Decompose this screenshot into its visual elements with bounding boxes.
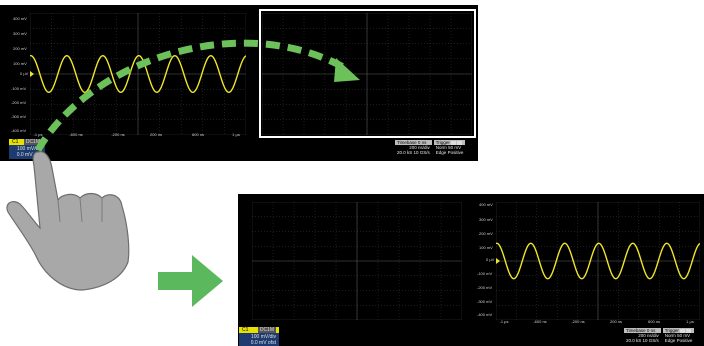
trigger-source-icon (456, 140, 462, 145)
timebase-samples: 20.0 kS (626, 338, 642, 343)
x-label: 600 ns (647, 319, 661, 324)
graticule (262, 13, 472, 135)
timebase-trigger-info: Timebase 0 ns 200 ns/div 20.0 kS 10 GS/s… (624, 328, 695, 343)
y-label: 200 mV (13, 46, 27, 51)
coupling-box: DC1M (23, 139, 42, 145)
y-label: -200 mV (477, 285, 493, 290)
empty-grid-svg (252, 202, 462, 320)
y-label: -400 mV (11, 128, 27, 133)
coupling-box: DC1M (257, 327, 276, 333)
bottom-waveform-grid[interactable] (496, 202, 700, 320)
trigger-slope: Positive (447, 150, 464, 155)
channel-name: C1 (242, 327, 249, 333)
channel-offset: 0.0 mV ofst (16, 152, 42, 158)
bottom-empty-grid[interactable] (252, 202, 462, 320)
trigger-type: Edge (664, 338, 676, 343)
channel-offset: 0.0 mV ofst (250, 340, 276, 346)
timebase-scale: 200 ns/div (409, 145, 430, 150)
x-label: -600 ns (69, 132, 83, 137)
top-empty-grid[interactable] (262, 13, 472, 135)
x-label: -200 ns (571, 319, 585, 324)
y-label: -300 mV (11, 114, 27, 119)
y-label: 300 mV (479, 217, 493, 222)
y-label: 100 mV (479, 245, 493, 250)
timebase-samples: 20.0 kS (397, 150, 413, 155)
y-label: -100 mV (11, 86, 27, 91)
trigger-type: Edge (435, 150, 447, 155)
top-waveform-svg (30, 13, 246, 135)
empty-grid-svg (262, 13, 472, 135)
timebase-header: Timebase (397, 140, 417, 145)
y-label: 0 µV (20, 71, 29, 76)
channel-descriptor[interactable]: C1 DC1M 100 mV/div 0.0 mV ofst (239, 327, 279, 346)
trigger-block[interactable]: Trigger Norm 50 mV Edge Positive (433, 140, 466, 155)
graticule (496, 202, 700, 320)
trigger-slope-icon (679, 328, 685, 333)
pointing-hand-icon (6, 151, 130, 291)
sine-waveform (496, 242, 700, 280)
y-label: -400 mV (477, 312, 493, 317)
trigger-level: 50 mV (448, 145, 462, 150)
timebase-block[interactable]: Timebase 0 ns 200 ns/div 20.0 kS 10 GS/s (395, 140, 432, 155)
trigger-mode: Norm (435, 145, 447, 150)
timebase-header: Timebase (626, 328, 646, 333)
timebase-delay: 0 ns (417, 140, 427, 145)
x-label: -600 ns (533, 319, 547, 324)
x-label: 1 µs (232, 132, 240, 137)
drop-target-highlight (259, 9, 476, 138)
x-label: -200 ns (111, 132, 125, 137)
x-label: 200 ns (149, 132, 163, 137)
trigger-slope: Positive (676, 338, 693, 343)
timebase-rate: 10 GS/s (413, 150, 430, 155)
channel-scale: 100 mV/div (16, 146, 42, 152)
trigger-block[interactable]: Trigger Norm 50 mV Edge Positive (662, 328, 695, 343)
y-label: 400 mV (13, 16, 27, 21)
timebase-delay: 0 ns (646, 328, 656, 333)
channel-name: C1 (12, 139, 19, 145)
top-waveform-grid[interactable] (30, 13, 246, 135)
graticule (30, 13, 246, 135)
y-label: 100 mV (13, 61, 27, 66)
timebase-block[interactable]: Timebase 0 ns 200 ns/div 20.0 kS 10 GS/s (624, 328, 661, 343)
x-label: -1 µs (499, 319, 509, 324)
graticule (252, 202, 462, 320)
top-scope-screen: 400 mV 300 mV 200 mV 100 mV 0 µV -100 mV… (0, 5, 478, 161)
y-label: -300 mV (477, 299, 493, 304)
trigger-mode: Norm (664, 333, 676, 338)
timebase-rate: 10 GS/s (642, 338, 659, 343)
y-label: -100 mV (477, 271, 493, 276)
x-label: -1 µs (33, 132, 43, 137)
trigger-header: Trigger (435, 140, 450, 145)
trigger-header: Trigger (664, 328, 679, 333)
trigger-source-icon (685, 328, 691, 333)
y-label: 400 mV (479, 202, 493, 207)
y-label: -200 mV (11, 100, 27, 105)
y-label: 300 mV (13, 31, 27, 36)
y-label: 200 mV (479, 231, 493, 236)
x-label: 600 ns (191, 132, 205, 137)
y-label: 0 µV (486, 257, 495, 262)
x-label: 200 ns (609, 319, 623, 324)
ground-marker-icon (30, 71, 34, 77)
timebase-trigger-info: Timebase 0 ns 200 ns/div 20.0 kS 10 GS/s… (395, 140, 466, 155)
channel-descriptor[interactable]: C1 DC1M 100 mV/div 0.0 mV ofst (9, 139, 45, 159)
timebase-scale: 200 ns/div (638, 333, 659, 338)
trigger-level: 50 mV (677, 333, 691, 338)
x-label: 1 µs (686, 319, 694, 324)
bottom-scope-screen: 400 mV 300 mV 200 mV 100 mV 0 µV -100 mV… (238, 194, 704, 346)
channel-scale: 100 mV/div (250, 334, 276, 340)
trigger-slope-icon (450, 140, 456, 145)
arrow-right-icon (158, 255, 223, 307)
bottom-waveform-svg (496, 202, 700, 320)
ground-marker-icon (496, 258, 500, 264)
